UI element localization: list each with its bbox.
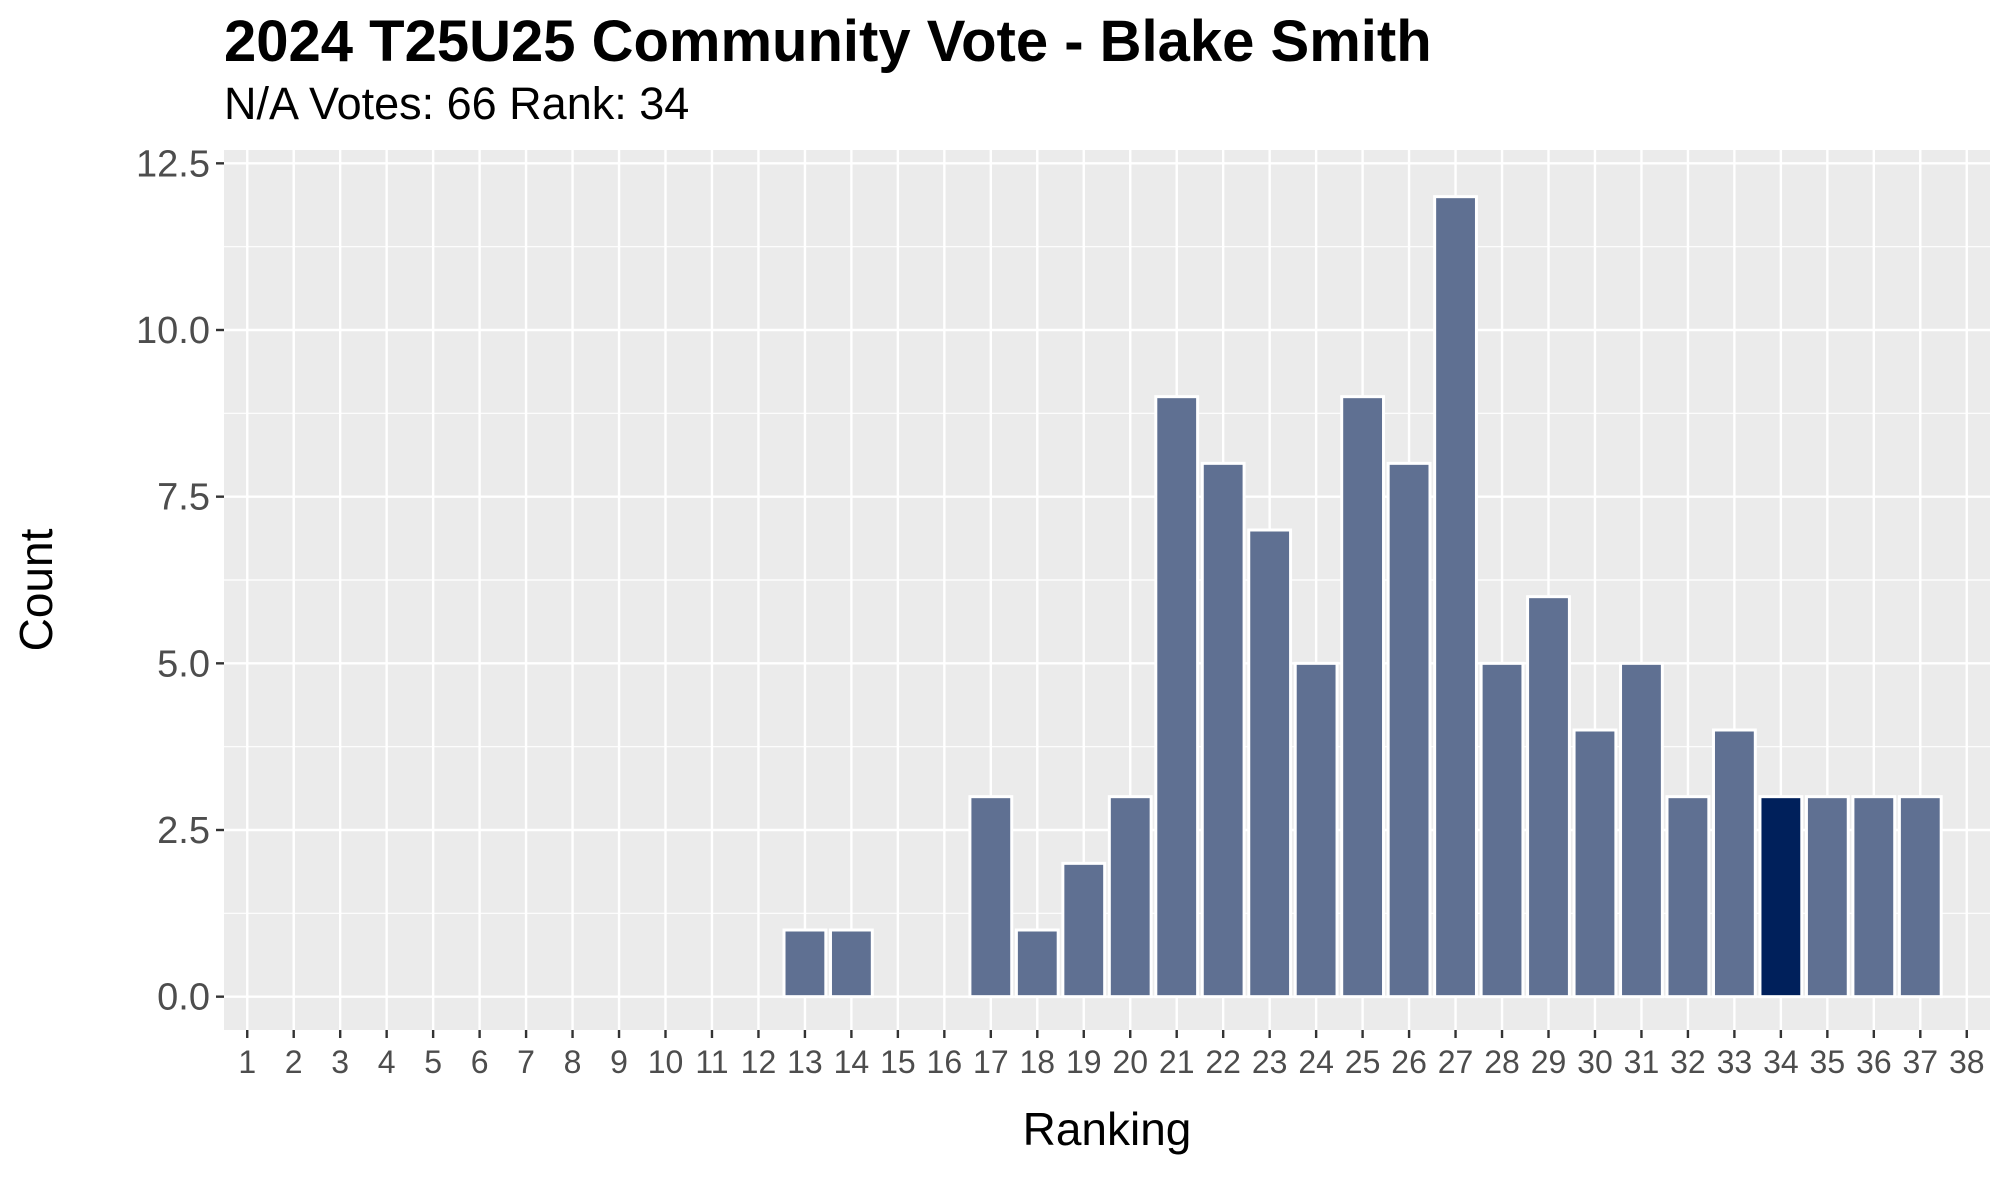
x-axis-label: Ranking (1023, 1103, 1192, 1155)
bar-33 (1711, 728, 1757, 999)
bar-17 (968, 795, 1014, 999)
bar-26 (1386, 461, 1432, 999)
bar-36 (1851, 795, 1897, 999)
x-tick-label: 15 (880, 1044, 916, 1080)
x-tick-label: 1 (238, 1044, 256, 1080)
x-tick-label: 17 (973, 1044, 1009, 1080)
x-tick-label: 11 (695, 1044, 728, 1080)
bar-19 (1061, 861, 1107, 999)
bar-30 (1572, 728, 1618, 999)
x-tick-label: 22 (1205, 1044, 1241, 1080)
x-tick-label: 16 (927, 1044, 963, 1080)
x-tick-label: 30 (1577, 1044, 1613, 1080)
x-tick-label: 19 (1066, 1044, 1102, 1080)
x-tick-label: 13 (787, 1044, 823, 1080)
x-tick-label: 12 (741, 1044, 777, 1080)
x-tick-label: 34 (1763, 1044, 1799, 1080)
bar-14 (828, 928, 874, 999)
x-tick-label: 8 (564, 1044, 582, 1080)
bar-13 (782, 928, 828, 999)
x-tick-label: 35 (1810, 1044, 1846, 1080)
x-axis: 1 2 3 4 5 6 7 8 9 10 11 12 13 14 15 16 17 18 19 20 21 22 23 24 2… (238, 1030, 1985, 1080)
bar-18 (1014, 928, 1060, 999)
x-tick-label: 36 (1856, 1044, 1892, 1080)
x-tick-label: 9 (610, 1044, 628, 1080)
x-tick-label: 27 (1438, 1044, 1474, 1080)
bar-29 (1526, 595, 1571, 999)
x-tick-label: 18 (1019, 1044, 1055, 1080)
bar-37 (1897, 795, 1943, 999)
x-tick-label: 31 (1624, 1044, 1660, 1080)
y-axis-label: Count (10, 528, 62, 651)
bars (782, 195, 1943, 999)
x-tick-label: 23 (1252, 1044, 1288, 1080)
x-tick-label: 14 (834, 1044, 870, 1080)
x-tick-label: 5 (424, 1044, 442, 1080)
bar-28 (1479, 661, 1525, 999)
x-tick-label: 29 (1531, 1044, 1567, 1080)
bar-31 (1619, 661, 1664, 999)
x-tick-label: 32 (1670, 1044, 1706, 1080)
y-tick-label: 0.0 (157, 977, 210, 1019)
bar-25 (1340, 395, 1386, 999)
bar-23 (1247, 528, 1293, 999)
x-tick-label: 2 (285, 1044, 303, 1080)
y-tick-label: 7.5 (157, 477, 210, 519)
x-tick-label: 7 (517, 1044, 535, 1080)
chart-title: 2024 T25U25 Community Vote - Blake Smith (224, 9, 1432, 74)
y-tick-label: 2.5 (157, 810, 210, 852)
bar-21 (1154, 395, 1200, 999)
x-tick-label: 25 (1345, 1044, 1381, 1080)
x-tick-label: 4 (378, 1044, 396, 1080)
bar-22 (1200, 461, 1246, 999)
y-tick-label: 5.0 (157, 643, 210, 685)
bar-34 (1758, 795, 1804, 999)
chart-subtitle: N/A Votes: 66 Rank: 34 (224, 78, 690, 129)
y-tick-label: 10.0 (136, 310, 210, 352)
x-tick-label: 38 (1949, 1044, 1985, 1080)
bar-32 (1665, 795, 1711, 999)
x-tick-label: 37 (1902, 1044, 1938, 1080)
x-tick-label: 3 (331, 1044, 349, 1080)
bar-24 (1293, 661, 1339, 999)
y-axis: 0.0 2.5 5.0 7.5 10.0 12.5 (136, 143, 224, 1019)
bar-20 (1107, 795, 1153, 999)
x-tick-label: 28 (1484, 1044, 1520, 1080)
x-tick-label: 10 (648, 1044, 684, 1080)
x-tick-label: 26 (1391, 1044, 1427, 1080)
x-tick-label: 6 (471, 1044, 489, 1080)
x-tick-label: 24 (1298, 1044, 1334, 1080)
x-tick-label: 33 (1717, 1044, 1753, 1080)
bar-27 (1433, 195, 1478, 999)
x-tick-label: 20 (1112, 1044, 1148, 1080)
x-tick-label: 21 (1159, 1044, 1195, 1080)
y-tick-label: 12.5 (136, 143, 210, 185)
bar-35 (1804, 795, 1850, 999)
